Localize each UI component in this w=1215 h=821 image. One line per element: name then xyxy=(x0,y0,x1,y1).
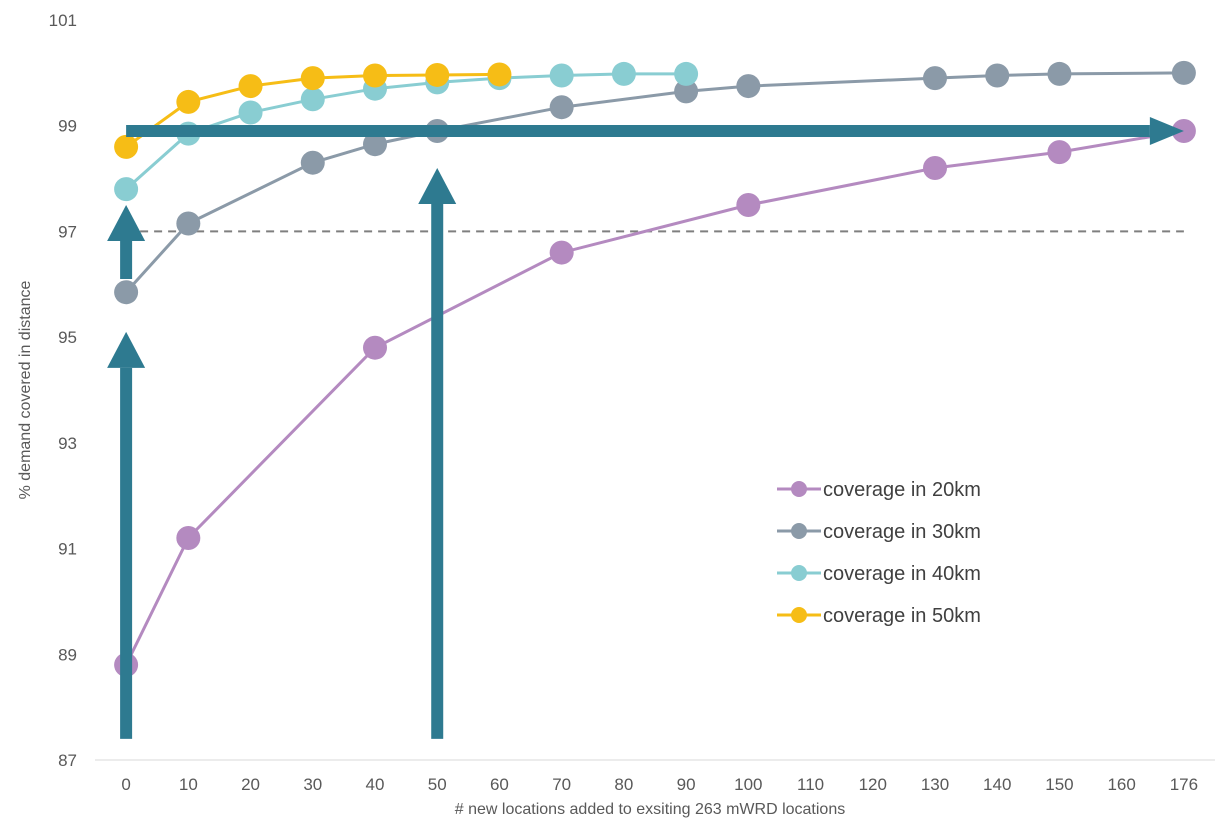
x-axis-title: # new locations added to exsiting 263 mW… xyxy=(455,801,845,818)
data-point xyxy=(363,63,387,88)
data-point xyxy=(1047,140,1072,165)
x-tick-label: 10 xyxy=(179,775,198,794)
legend-item: coverage in 20km xyxy=(777,479,981,501)
x-tick-label: 60 xyxy=(490,775,509,794)
series xyxy=(114,60,1196,305)
series xyxy=(114,62,512,159)
legend-swatch-marker xyxy=(791,523,807,539)
x-tick-label: 120 xyxy=(859,775,887,794)
legend-swatch-marker xyxy=(791,607,807,623)
data-point xyxy=(549,240,574,265)
y-tick-label: 99 xyxy=(58,117,77,136)
data-point xyxy=(238,100,263,125)
data-point xyxy=(985,63,1010,88)
x-tick-label: 90 xyxy=(677,775,696,794)
data-point xyxy=(363,335,387,360)
data-point xyxy=(238,74,263,99)
data-point xyxy=(736,193,761,217)
arrow-head xyxy=(107,205,146,241)
x-tick-label: 140 xyxy=(983,775,1011,794)
data-point xyxy=(176,526,201,550)
legend-label: coverage in 40km xyxy=(823,563,981,585)
data-point xyxy=(1047,61,1072,86)
y-tick-label: 91 xyxy=(58,540,77,559)
x-tick-label: 160 xyxy=(1107,775,1135,794)
legend-swatch-marker xyxy=(791,481,807,497)
y-tick-label: 101 xyxy=(49,11,77,30)
x-tick-label: 110 xyxy=(797,775,824,794)
data-point xyxy=(674,61,699,86)
series-line xyxy=(124,129,1185,666)
data-point xyxy=(176,211,201,236)
y-axis-title: % demand covered in distance xyxy=(17,281,34,500)
x-tick-label: 176 xyxy=(1170,775,1198,794)
series xyxy=(114,119,1196,677)
data-point xyxy=(1171,60,1196,85)
x-tick-label: 150 xyxy=(1045,775,1073,794)
data-point xyxy=(114,134,139,159)
arrow-head xyxy=(107,331,146,368)
data-point xyxy=(363,132,387,157)
legend-label: coverage in 20km xyxy=(823,479,981,501)
x-tick-label: 40 xyxy=(366,775,385,794)
legend-swatch-marker xyxy=(791,565,807,581)
legend-item: coverage in 50km xyxy=(777,605,981,627)
data-point xyxy=(549,95,574,120)
x-tick-label: 0 xyxy=(121,775,130,794)
y-tick-label: 97 xyxy=(58,222,77,241)
legend: coverage in 20km coverage in 30km coverage… xyxy=(777,479,981,627)
arrow-head xyxy=(418,168,457,204)
data-point xyxy=(923,156,947,180)
series-group xyxy=(114,60,1196,677)
arrow-shaft xyxy=(126,125,1150,137)
y-tick-label: 95 xyxy=(58,328,77,347)
data-point xyxy=(176,89,201,114)
data-point xyxy=(611,61,636,86)
data-point xyxy=(300,150,325,175)
x-tick-label: 130 xyxy=(921,775,949,794)
data-point xyxy=(736,74,761,99)
x-tick-label: 30 xyxy=(303,775,322,794)
legend-label: coverage in 50km xyxy=(823,605,981,627)
legend-label: coverage in 30km xyxy=(823,521,981,543)
data-point xyxy=(923,66,947,91)
data-point xyxy=(425,62,450,87)
y-tick-label: 87 xyxy=(58,751,77,770)
data-point xyxy=(114,280,139,305)
data-point xyxy=(114,177,139,202)
arrow-shaft xyxy=(431,204,444,739)
arrow-shaft xyxy=(120,241,133,279)
arrow-shaft xyxy=(120,367,133,739)
data-point xyxy=(549,63,574,88)
data-point xyxy=(300,87,325,112)
x-tick-label: 20 xyxy=(241,775,260,794)
legend-item: coverage in 40km xyxy=(777,563,981,585)
legend-item: coverage in 30km xyxy=(777,521,981,543)
data-point xyxy=(487,62,512,87)
data-point xyxy=(674,79,699,104)
y-tick-label: 89 xyxy=(58,645,77,664)
arrows-group xyxy=(107,117,1184,739)
x-tick-label: 70 xyxy=(552,775,571,794)
series-line xyxy=(125,72,687,191)
data-point xyxy=(300,66,325,91)
x-tick-label: 100 xyxy=(734,775,762,794)
y-tick-label: 93 xyxy=(58,434,77,453)
x-tick-label: 50 xyxy=(428,775,447,794)
x-tick-label: 80 xyxy=(614,775,633,794)
arrow-head xyxy=(1149,117,1184,145)
